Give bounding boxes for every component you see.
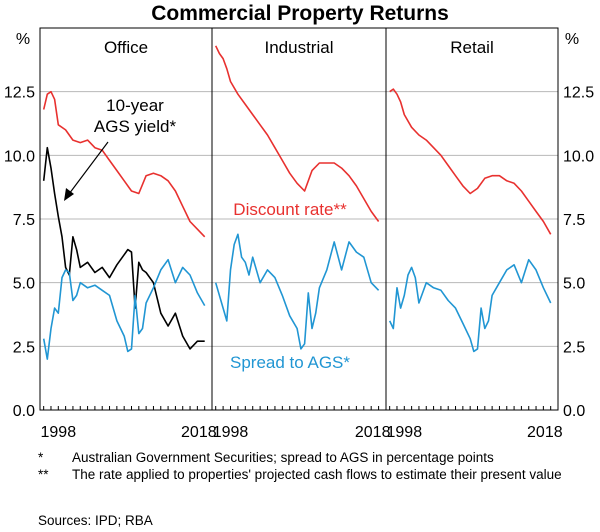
y-tick-right-1: 2.5	[563, 339, 585, 356]
y-tick-left-1: 2.5	[13, 339, 35, 356]
y-tick-right-4: 10.0	[563, 148, 594, 165]
footnote-2-text: The rate applied to properties' projecte…	[72, 467, 562, 482]
footnotes: * Australian Government Securities; spre…	[38, 449, 593, 483]
panel-title-office: Office	[104, 38, 148, 57]
y-tick-left-4: 10.0	[4, 148, 35, 165]
series-retail-1	[388, 258, 552, 353]
y-tick-left-5: 12.5	[4, 85, 35, 102]
y-tick-right-0: 0.0	[563, 403, 585, 420]
x-label-2-last: 2018	[527, 424, 563, 441]
annotation-spread: Spread to AGS*	[230, 353, 350, 372]
y-tick-right-3: 7.5	[563, 212, 585, 229]
footnote-2: ** The rate applied to properties' proje…	[38, 466, 593, 483]
panel-title-industrial: Industrial	[265, 38, 334, 57]
footnote-2-mark: **	[38, 467, 49, 482]
x-label-0-first: 1998	[41, 424, 77, 441]
plot-frame	[39, 27, 559, 411]
commercial-property-returns-chart: Commercial Property Returns 0.0 0.0 2.5 2.5 5…	[4, 2, 594, 441]
x-label-2-first: 1998	[387, 424, 423, 441]
footnote-1: * Australian Government Securities; spre…	[38, 449, 593, 466]
annotation-arrow-head	[64, 188, 74, 201]
chart-title: Commercial Property Returns	[151, 2, 449, 25]
y-tick-left-3: 7.5	[13, 212, 35, 229]
sources: Sources: IPD; RBA	[38, 513, 153, 528]
series-industrial-0	[214, 45, 380, 222]
y-tick-right-2: 5.0	[563, 276, 585, 293]
annotation-arrow-shaft	[68, 141, 109, 195]
annotation-discount-rate: Discount rate**	[233, 200, 347, 219]
y-tick-right-5: 12.5	[563, 85, 594, 102]
x-label-0-last: 2018	[181, 424, 217, 441]
series-office-1	[42, 146, 205, 350]
x-label-1-last: 2018	[355, 424, 391, 441]
x-label-1-first: 1998	[213, 424, 249, 441]
series-office-0	[42, 90, 206, 238]
series-industrial-1	[214, 233, 380, 350]
panel-title-retail: Retail	[450, 38, 493, 57]
footnote-1-text: Australian Government Securities; spread…	[72, 450, 494, 465]
y-unit-right: %	[565, 31, 579, 48]
series-retail-0	[389, 88, 552, 235]
series-office-2	[42, 258, 206, 360]
footnote-1-mark: *	[38, 450, 44, 465]
annotation-ags-yield-line1: 10-year	[106, 96, 164, 115]
y-tick-left-2: 5.0	[13, 276, 35, 293]
y-tick-left-0: 0.0	[13, 403, 35, 420]
y-unit-left: %	[16, 31, 30, 48]
annotation-ags-yield-line2: AGS yield*	[94, 117, 177, 136]
